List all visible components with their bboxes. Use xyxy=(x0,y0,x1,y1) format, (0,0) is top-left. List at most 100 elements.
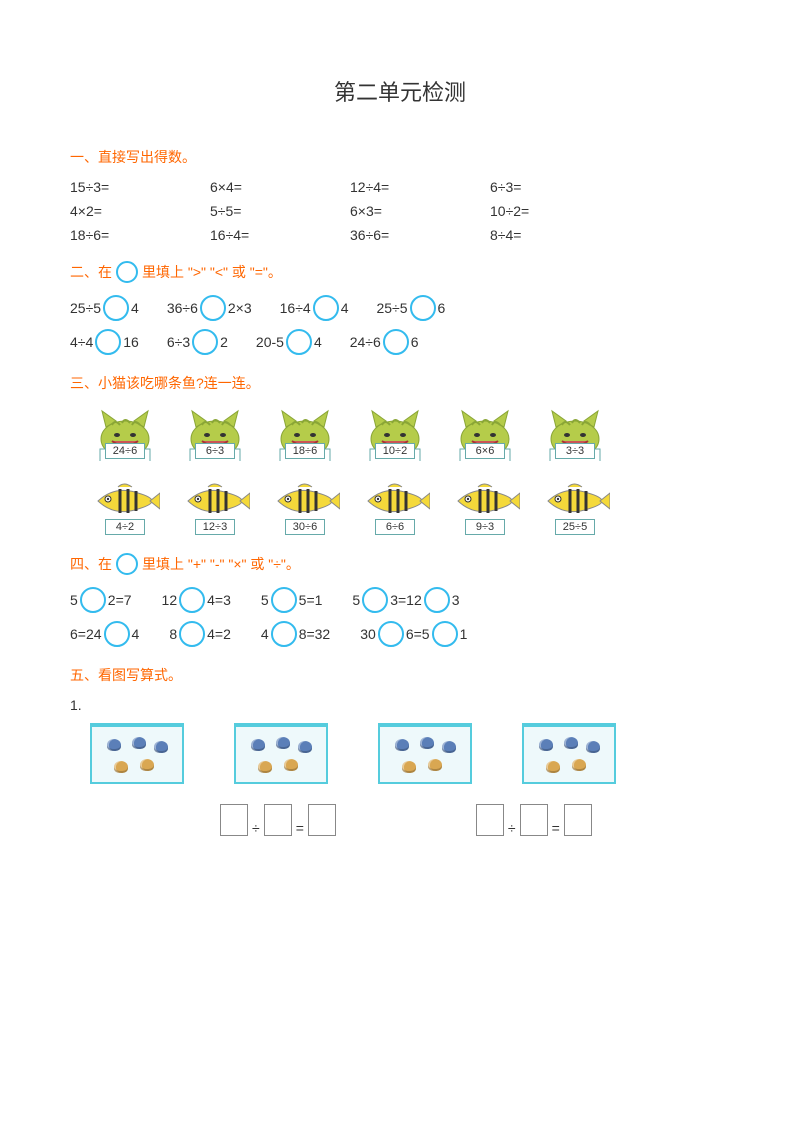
operator-item: 6=244 xyxy=(70,621,139,647)
expr-part: 5=1 xyxy=(299,592,323,608)
expr-part: 5 xyxy=(261,592,269,608)
cat-item[interactable]: 18÷6 xyxy=(270,405,340,473)
answer-circle[interactable] xyxy=(192,329,218,355)
answer-circle[interactable] xyxy=(103,295,129,321)
answer-circle[interactable] xyxy=(104,621,130,647)
shell-icon xyxy=(258,761,272,773)
fish-item[interactable]: 12÷3 xyxy=(180,481,250,535)
blank-box[interactable] xyxy=(520,804,548,836)
divide-sign: ÷ xyxy=(252,820,260,836)
section-1-body: 15÷3=6×4=12÷4=6÷3=4×2=5÷5=6×3=10÷2=18÷6=… xyxy=(70,179,730,243)
shell-icon xyxy=(114,761,128,773)
lhs: 20-5 xyxy=(256,334,284,350)
arithmetic-item: 10÷2= xyxy=(490,203,630,219)
shell-icon xyxy=(402,761,416,773)
cat-item[interactable]: 10÷2 xyxy=(360,405,430,473)
shell-row xyxy=(90,723,730,784)
expr-part: 4 xyxy=(261,626,269,642)
compare-item: 16÷44 xyxy=(280,295,349,321)
blank-box[interactable] xyxy=(308,804,336,836)
blank-box[interactable] xyxy=(564,804,592,836)
blank-box[interactable] xyxy=(220,804,248,836)
answer-circle[interactable] xyxy=(271,621,297,647)
answer-circle[interactable] xyxy=(95,329,121,355)
compare-item: 25÷54 xyxy=(70,295,139,321)
lhs: 6÷3 xyxy=(167,334,190,350)
answer-circle[interactable] xyxy=(200,295,226,321)
compare-item: 25÷56 xyxy=(376,295,445,321)
answer-circle[interactable] xyxy=(179,621,205,647)
expr-part: 2=7 xyxy=(108,592,132,608)
expr-part: 1 xyxy=(460,626,468,642)
shell-tray xyxy=(378,723,472,784)
answer-circle[interactable] xyxy=(362,587,388,613)
section-2-title: 二、在 里填上 ">" "<" 或 "="。 xyxy=(70,261,730,283)
shell-tray xyxy=(90,723,184,784)
expr-part: 4 xyxy=(132,626,140,642)
fish-item[interactable]: 4÷2 xyxy=(90,481,160,535)
answer-circle[interactable] xyxy=(271,587,297,613)
fish-item[interactable]: 9÷3 xyxy=(450,481,520,535)
answer-circle[interactable] xyxy=(424,587,450,613)
arithmetic-item: 16÷4= xyxy=(210,227,350,243)
s4-pre: 四、在 xyxy=(70,554,112,574)
blank-eq-1[interactable]: ÷ = xyxy=(220,804,336,836)
cat-item[interactable]: 3÷3 xyxy=(540,405,610,473)
cat-label: 18÷6 xyxy=(285,443,325,459)
circle-icon xyxy=(116,553,138,575)
answer-circle[interactable] xyxy=(286,329,312,355)
cat-item[interactable]: 24÷6 xyxy=(90,405,160,473)
expr-part: 4=2 xyxy=(207,626,231,642)
answer-circle[interactable] xyxy=(432,621,458,647)
section-5-title: 五、看图写算式。 xyxy=(70,665,730,685)
expr-part: 30 xyxy=(360,626,376,642)
shell-icon xyxy=(251,739,265,751)
arithmetic-item: 36÷6= xyxy=(350,227,490,243)
expr-part: 4=3 xyxy=(207,592,231,608)
shell-icon xyxy=(140,759,154,771)
cat-item[interactable]: 6÷3 xyxy=(180,405,250,473)
arithmetic-item: 5÷5= xyxy=(210,203,350,219)
rhs: 6 xyxy=(438,300,446,316)
fish-item[interactable]: 6÷6 xyxy=(360,481,430,535)
shell-icon xyxy=(539,739,553,751)
shell-icon xyxy=(284,759,298,771)
fish-item[interactable]: 30÷6 xyxy=(270,481,340,535)
answer-circle[interactable] xyxy=(383,329,409,355)
answer-circle[interactable] xyxy=(179,587,205,613)
arithmetic-item: 6×3= xyxy=(350,203,490,219)
expr-part: 8=32 xyxy=(299,626,331,642)
blank-eq-2[interactable]: ÷ = xyxy=(476,804,592,836)
compare-item: 6÷32 xyxy=(167,329,228,355)
shell-tray xyxy=(522,723,616,784)
s4-post: 里填上 "+" "-" "×" 或 "÷"。 xyxy=(142,554,300,574)
blank-box[interactable] xyxy=(264,804,292,836)
shell-tray xyxy=(234,723,328,784)
compare-item: 36÷62×3 xyxy=(167,295,252,321)
section-4-body: 52=7124=355=153=1236=24484=248=32306=51 xyxy=(70,587,730,647)
operator-item: 5 5=1 xyxy=(261,587,323,613)
answer-circle[interactable] xyxy=(313,295,339,321)
expr-part: 12 xyxy=(162,592,178,608)
answer-circle[interactable] xyxy=(410,295,436,321)
operator-item: 4 8=32 xyxy=(261,621,330,647)
s2-pre: 二、在 xyxy=(70,262,112,282)
arithmetic-item: 8÷4= xyxy=(490,227,630,243)
lhs: 25÷5 xyxy=(70,300,101,316)
section-3-title: 三、小猫该吃哪条鱼?连一连。 xyxy=(70,373,730,393)
cat-label: 6×6 xyxy=(465,443,505,459)
cat-item[interactable]: 6×6 xyxy=(450,405,520,473)
shell-icon xyxy=(107,739,121,751)
arithmetic-item: 18÷6= xyxy=(70,227,210,243)
fish-item[interactable]: 25÷5 xyxy=(540,481,610,535)
shell-icon xyxy=(298,741,312,753)
compare-item: 20-54 xyxy=(256,329,322,355)
equals-sign: = xyxy=(296,820,304,836)
answer-circle[interactable] xyxy=(378,621,404,647)
section-1-title: 一、直接写出得数。 xyxy=(70,147,730,167)
fish-label: 9÷3 xyxy=(465,519,505,535)
blank-box[interactable] xyxy=(476,804,504,836)
rhs: 4 xyxy=(341,300,349,316)
answer-circle[interactable] xyxy=(80,587,106,613)
circle-icon xyxy=(116,261,138,283)
